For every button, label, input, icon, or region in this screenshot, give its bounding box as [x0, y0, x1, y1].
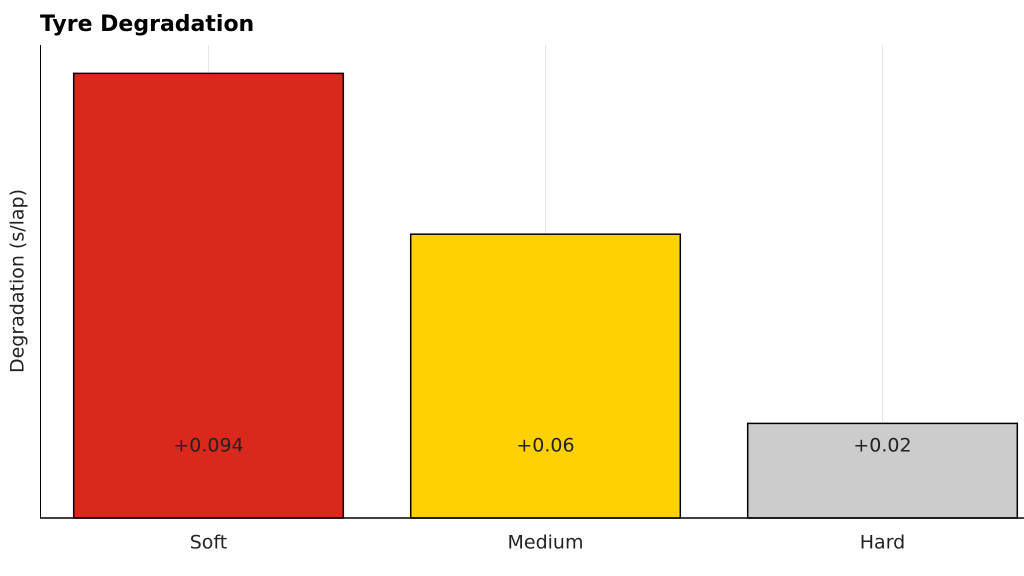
bar [746, 422, 1019, 519]
chart-title: Tyre Degradation [40, 12, 254, 37]
x-tick-label: Soft [190, 532, 228, 554]
x-tick-label: Medium [508, 532, 584, 554]
x-tick-label: Hard [860, 532, 905, 554]
value-label: +0.094 [173, 435, 243, 457]
bar [72, 72, 345, 519]
value-label: +0.06 [516, 435, 574, 457]
value-label: +0.02 [853, 435, 911, 457]
y-axis-label: Degradation (s/lap) [7, 189, 29, 373]
bar [409, 233, 682, 519]
